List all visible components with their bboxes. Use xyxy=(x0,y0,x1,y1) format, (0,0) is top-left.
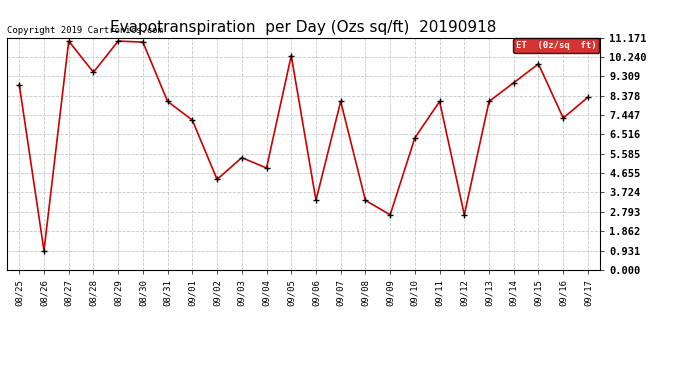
Text: Copyright 2019 Cartronics.com: Copyright 2019 Cartronics.com xyxy=(7,26,163,35)
Title: Evapotranspiration  per Day (Ozs sq/ft)  20190918: Evapotranspiration per Day (Ozs sq/ft) 2… xyxy=(110,20,497,35)
Legend: ET  (0z/sq  ft): ET (0z/sq ft) xyxy=(513,38,600,53)
